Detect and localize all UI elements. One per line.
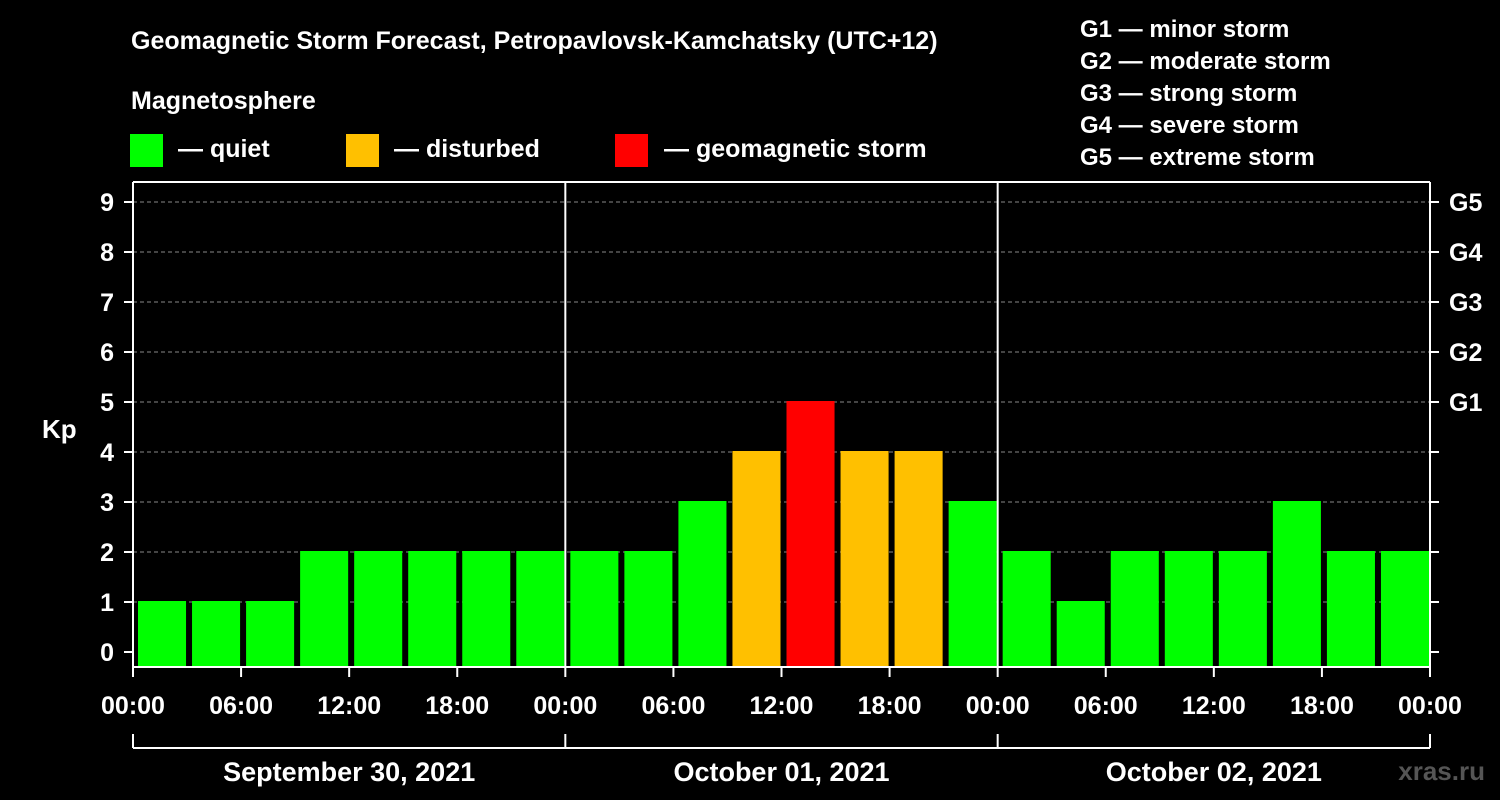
day-label-2: October 02, 2021 (1106, 757, 1322, 787)
ytick-label-1: 1 (100, 589, 114, 617)
y-axis-label: Kp (42, 414, 77, 444)
xtick-label-12: 00:00 (1398, 692, 1462, 720)
ytick-label-0: 0 (100, 639, 114, 667)
grid-lines (133, 201, 1430, 603)
day-labels: September 30, 2021 October 01, 2021 Octobe… (132, 734, 1431, 787)
bar-9 (624, 551, 673, 667)
bar-16 (1002, 551, 1051, 667)
bar-0 (138, 601, 187, 667)
ytick-label-5: 5 (100, 389, 114, 417)
xtick-label-4: 00:00 (533, 692, 597, 720)
bar-3 (300, 551, 349, 667)
xtick-label-8: 00:00 (966, 692, 1030, 720)
bar-6 (462, 551, 511, 667)
xtick-label-2: 12:00 (317, 692, 381, 720)
ytick-label-7: 7 (100, 289, 114, 317)
xtick-label-7: 18:00 (858, 692, 922, 720)
bar-21 (1272, 501, 1321, 667)
xtick-label-10: 12:00 (1182, 692, 1246, 720)
xtick-label-11: 18:00 (1290, 692, 1354, 720)
g-scale-label-g5: G5 (1449, 189, 1482, 217)
bar-8 (570, 551, 619, 667)
bars (138, 401, 1429, 667)
bar-15 (948, 501, 997, 667)
day-label-0: September 30, 2021 (223, 757, 475, 787)
legend-title: Magnetosphere (131, 87, 316, 115)
ytick-label-4: 4 (100, 439, 114, 467)
storm-scale-g3: G3 — strong storm (1080, 80, 1297, 107)
bar-10 (678, 501, 727, 667)
bar-19 (1164, 551, 1213, 667)
bar-14 (894, 451, 943, 667)
ytick-label-9: 9 (100, 189, 114, 217)
bar-13 (840, 451, 889, 667)
xtick-label-3: 18:00 (425, 692, 489, 720)
y-axis-ticks: 0 1 2 3 4 5 6 7 8 9 (100, 189, 133, 667)
bar-17 (1056, 601, 1105, 667)
x-axis-ticks: 00:00 06:00 12:00 18:00 00:00 06:00 12:00 18:00… (101, 667, 1462, 720)
bar-4 (354, 551, 403, 667)
ytick-label-8: 8 (100, 239, 114, 267)
storm-scale-g2: G2 — moderate storm (1080, 48, 1331, 75)
storm-scale-g5: G5 — extreme storm (1080, 144, 1315, 171)
ytick-label-2: 2 (100, 539, 114, 567)
legend-label-quiet: — quiet (178, 135, 270, 163)
bar-11 (732, 451, 781, 667)
g-scale-label-g4: G4 (1449, 239, 1482, 267)
bar-18 (1110, 551, 1159, 667)
xtick-label-9: 06:00 (1074, 692, 1138, 720)
g-scale-label-g1: G1 (1449, 389, 1482, 417)
xtick-label-6: 12:00 (750, 692, 814, 720)
legend-label-disturbed: — disturbed (394, 135, 540, 163)
bar-20 (1218, 551, 1267, 667)
bar-1 (192, 601, 241, 667)
bar-7 (516, 551, 565, 667)
legend-swatch-disturbed (346, 134, 379, 167)
xtick-label-1: 06:00 (209, 692, 273, 720)
storm-scale-g1: G1 — minor storm (1080, 16, 1289, 43)
legend-swatch-quiet (130, 134, 163, 167)
bar-5 (408, 551, 457, 667)
xtick-label-0: 00:00 (101, 692, 165, 720)
ytick-label-3: 3 (100, 489, 114, 517)
g-scale-label-g3: G3 (1449, 289, 1482, 317)
bar-23 (1380, 551, 1429, 667)
watermark: xras.ru (1398, 756, 1485, 786)
bar-22 (1326, 551, 1375, 667)
bar-2 (246, 601, 295, 667)
bar-12 (786, 401, 835, 667)
g-scale-axis: G1 G2 G3 G4 G5 (1430, 189, 1482, 653)
legend-swatch-storm (615, 134, 648, 167)
ytick-label-6: 6 (100, 339, 114, 367)
xtick-label-5: 06:00 (641, 692, 705, 720)
g-scale-label-g2: G2 (1449, 339, 1482, 367)
storm-scale-g4: G4 — severe storm (1080, 112, 1299, 139)
chart-title: Geomagnetic Storm Forecast, Petropavlovs… (131, 27, 938, 55)
legend-label-storm: — geomagnetic storm (664, 135, 927, 163)
day-label-1: October 01, 2021 (673, 757, 889, 787)
